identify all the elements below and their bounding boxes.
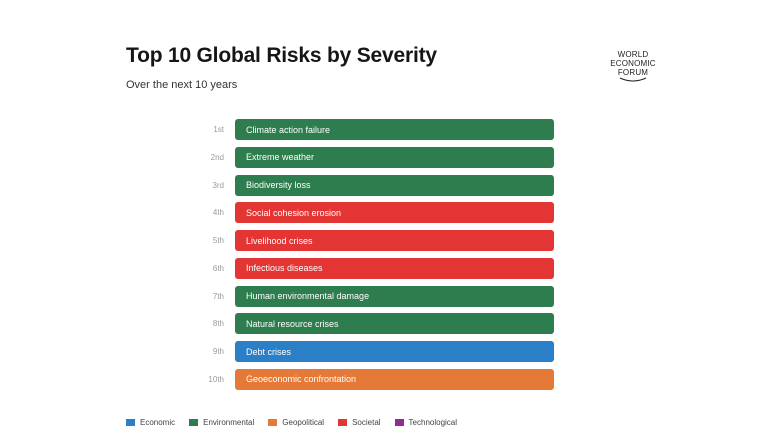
logo-line-2: ECONOMIC bbox=[610, 59, 656, 68]
rank-label: 4th bbox=[212, 208, 224, 218]
legend-item: Societal bbox=[338, 418, 381, 427]
legend-swatch bbox=[189, 419, 199, 426]
chart-legend: Economic Environmental Geopolitical Societa… bbox=[126, 418, 471, 427]
risk-bar: Social cohesion erosion bbox=[235, 202, 554, 224]
risk-bar-label: Natural resource crises bbox=[246, 318, 339, 329]
legend-label: Societal bbox=[352, 418, 381, 427]
legend-item: Technological bbox=[394, 418, 458, 427]
legend-label: Geopolitical bbox=[282, 418, 325, 427]
risk-bar: Livelihood crises bbox=[235, 230, 554, 251]
rank-label: 8th bbox=[212, 319, 224, 329]
risk-bar: Human environmental damage bbox=[235, 285, 554, 307]
risk-bar: Infectious diseases bbox=[235, 257, 554, 279]
rank-label: 1st bbox=[213, 125, 224, 134]
risk-bar: Climate action failure bbox=[235, 119, 554, 140]
chart-subtitle: Over the next 10 years bbox=[126, 79, 238, 91]
legend-swatch bbox=[126, 419, 135, 426]
rank-label: 9th bbox=[212, 347, 224, 356]
risk-bar-label: Geoeconomic confrontation bbox=[246, 374, 357, 385]
legend-label: Economic bbox=[140, 418, 176, 427]
logo-swoosh-icon bbox=[619, 77, 647, 82]
wef-logo: WORLD ECONOMIC FORUM bbox=[600, 50, 666, 83]
risk-bar: Geoeconomic confrontation bbox=[235, 368, 554, 390]
rank-label: 5th bbox=[212, 236, 224, 245]
logo-line-3: FORUM bbox=[617, 68, 649, 77]
legend-item: Geopolitical bbox=[268, 418, 324, 427]
rank-label: 6th bbox=[212, 263, 224, 273]
risk-bar-label: Biodiversity loss bbox=[246, 180, 311, 190]
rank-label: 7th bbox=[212, 291, 224, 301]
chart-title: Top 10 Global Risks by Severity bbox=[126, 44, 437, 67]
risk-bar: Extreme weather bbox=[235, 146, 554, 168]
legend-item: Environmental bbox=[189, 418, 254, 427]
legend-label: Technological bbox=[408, 418, 458, 427]
rank-label: 3rd bbox=[212, 180, 224, 190]
rank-label: 10th bbox=[208, 374, 224, 384]
legend-swatch bbox=[394, 419, 404, 426]
risk-bar-label: Infectious diseases bbox=[246, 263, 323, 274]
risk-bar-label: Climate action failure bbox=[246, 124, 331, 135]
risk-bar: Debt crises bbox=[235, 341, 554, 362]
risk-bar-label: Livelihood crises bbox=[246, 235, 313, 246]
legend-label: Environmental bbox=[203, 418, 255, 427]
risk-bar: Biodiversity loss bbox=[235, 174, 554, 196]
risk-bar-label: Social cohesion erosion bbox=[246, 207, 342, 218]
rank-label: 2nd bbox=[210, 152, 224, 162]
risk-bar-label: Human environmental damage bbox=[246, 291, 370, 301]
risk-bar: Natural resource crises bbox=[235, 313, 554, 335]
legend-swatch bbox=[338, 419, 348, 426]
risk-bar-label: Debt crises bbox=[246, 346, 292, 357]
logo-line-1: WORLD bbox=[617, 50, 649, 59]
risk-bar-label: Extreme weather bbox=[246, 152, 315, 163]
legend-item: Economic bbox=[126, 418, 175, 427]
legend-swatch bbox=[268, 419, 278, 426]
